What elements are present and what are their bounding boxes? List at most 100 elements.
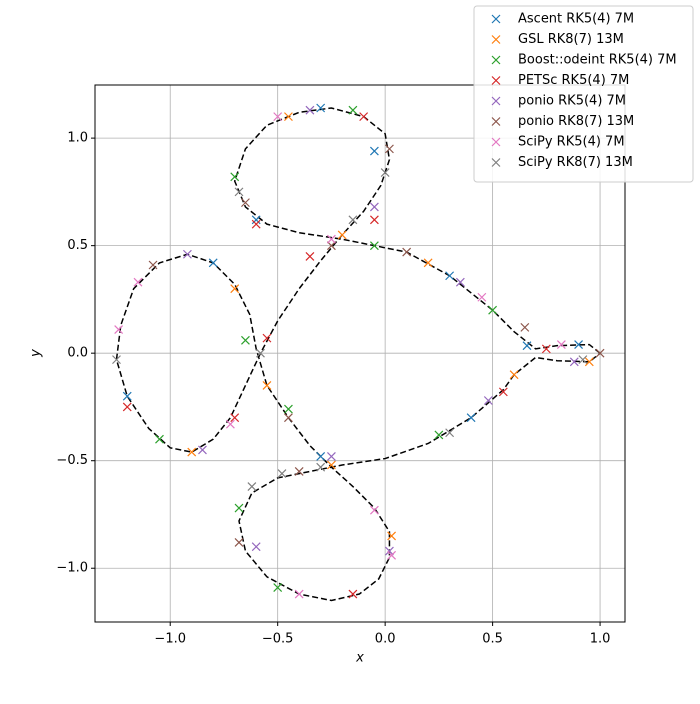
point	[337, 230, 347, 240]
point	[114, 325, 124, 334]
legend-label: PETSc RK5(4) 7M	[518, 73, 629, 88]
point	[455, 277, 465, 287]
x-tick-label: −0.5	[262, 632, 294, 647]
point	[369, 202, 379, 212]
point	[402, 247, 412, 257]
point	[369, 146, 379, 156]
point	[522, 341, 532, 351]
point	[359, 112, 369, 122]
y-tick-label: 0.0	[67, 346, 88, 361]
point	[284, 413, 293, 423]
point	[434, 430, 444, 440]
legend-marker	[491, 117, 501, 126]
legend-label: ponio RK5(4) 7M	[518, 94, 626, 109]
point	[294, 589, 304, 599]
point	[316, 462, 326, 472]
point	[326, 460, 336, 470]
point	[387, 531, 397, 541]
legend-box	[473, 5, 694, 183]
point	[445, 271, 455, 281]
point	[122, 391, 132, 401]
point	[380, 168, 390, 177]
legend-label: Ascent RK5(4) 7M	[518, 12, 634, 27]
point	[316, 103, 326, 113]
y-axis-label: y	[29, 349, 44, 358]
point	[247, 482, 257, 491]
point	[256, 348, 265, 358]
x-tick-label: −1.0	[154, 632, 186, 647]
y-tick-label: 0.5	[67, 238, 88, 253]
point	[284, 112, 293, 122]
point	[509, 370, 519, 380]
point	[208, 258, 218, 268]
point	[230, 284, 240, 294]
point	[326, 451, 336, 461]
x-tick-label: 1.0	[590, 632, 611, 647]
point	[326, 241, 336, 251]
point	[155, 434, 164, 444]
point	[348, 589, 358, 599]
point	[387, 550, 397, 560]
point	[148, 260, 158, 270]
point	[305, 105, 315, 115]
point	[595, 348, 605, 358]
x-axis-label: x	[355, 651, 364, 666]
point	[348, 215, 358, 225]
point	[316, 451, 326, 461]
point	[284, 404, 293, 414]
x-tick-label: 0.0	[375, 632, 396, 647]
point	[488, 305, 498, 315]
point	[348, 105, 358, 115]
point	[234, 538, 244, 547]
point	[369, 215, 379, 225]
point	[466, 413, 476, 423]
legend-marker	[491, 137, 501, 147]
legend-marker	[491, 96, 501, 106]
point	[541, 344, 551, 354]
point	[234, 187, 244, 197]
reference-curve	[115, 107, 601, 602]
legend-marker	[491, 76, 501, 85]
legend-marker	[491, 14, 501, 24]
legend-label: GSL RK8(7) 13M	[518, 32, 624, 47]
point	[369, 505, 379, 515]
point	[569, 357, 579, 367]
point	[385, 144, 394, 154]
point	[574, 340, 584, 349]
point	[234, 503, 244, 513]
point	[423, 258, 433, 268]
point	[251, 542, 261, 552]
point	[230, 413, 240, 423]
point	[520, 322, 530, 332]
point	[498, 387, 508, 397]
point	[241, 335, 250, 345]
plot-frame	[94, 84, 626, 623]
point	[251, 219, 261, 229]
legend-marker	[491, 158, 501, 167]
point	[294, 467, 304, 476]
point	[182, 249, 192, 259]
point	[273, 112, 283, 122]
y-tick-label: 1.0	[67, 131, 88, 146]
point	[369, 241, 379, 251]
point	[483, 396, 493, 405]
legend-label: SciPy RK8(7) 13M	[518, 155, 633, 170]
point	[578, 355, 588, 365]
point	[305, 251, 315, 261]
point	[133, 277, 143, 287]
y-tick-label: −1.0	[56, 561, 88, 576]
point	[326, 234, 336, 244]
point	[241, 198, 250, 208]
y-tick-label: −0.5	[56, 453, 88, 468]
legend-label: Boost::odeint RK5(4) 7M	[518, 53, 677, 68]
legend-marker	[491, 55, 501, 65]
point	[477, 292, 487, 302]
point	[556, 340, 566, 349]
point	[251, 215, 261, 225]
point	[262, 333, 272, 343]
point	[198, 445, 207, 455]
point	[584, 357, 594, 367]
point	[273, 583, 283, 593]
x-tick-label: 0.5	[482, 632, 503, 647]
